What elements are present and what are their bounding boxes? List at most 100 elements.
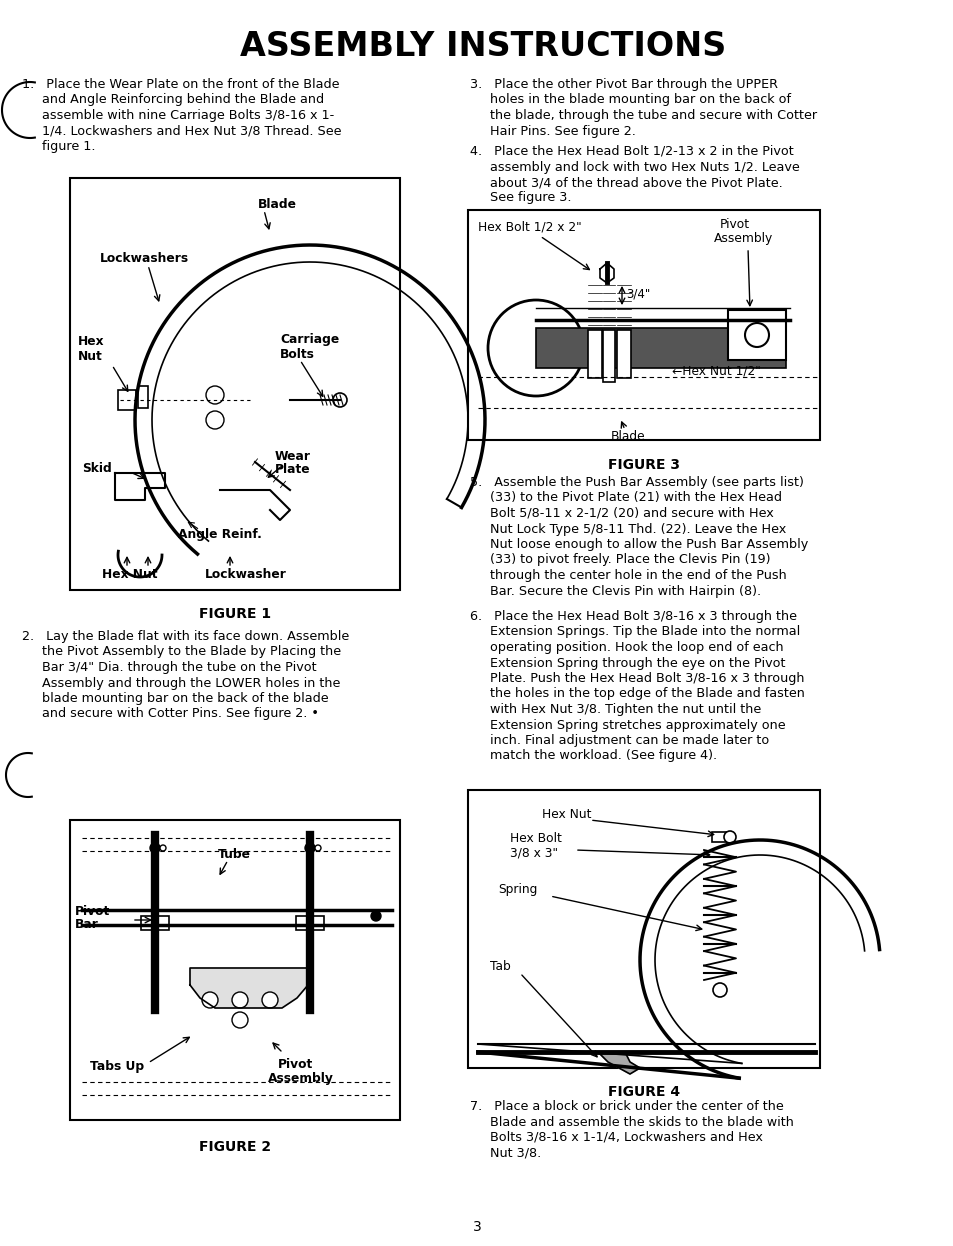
Circle shape (206, 386, 224, 404)
Text: Angle Reinf.: Angle Reinf. (178, 528, 262, 541)
Text: Nut loose enough to allow the Push Bar Assembly: Nut loose enough to allow the Push Bar A… (470, 538, 807, 551)
Text: holes in the blade mounting bar on the back of: holes in the blade mounting bar on the b… (470, 93, 790, 106)
Circle shape (744, 323, 768, 346)
Text: Tabs Up: Tabs Up (90, 1060, 144, 1073)
Text: assemble with nine Carriage Bolts 3/8-16 x 1-: assemble with nine Carriage Bolts 3/8-16… (22, 108, 334, 122)
Bar (536, 328, 785, 368)
Text: with Hex Nut 3/8. Tighten the nut until the: with Hex Nut 3/8. Tighten the nut until … (470, 703, 760, 716)
Circle shape (232, 1012, 248, 1028)
Text: 3: 3 (472, 1220, 481, 1234)
Text: 1.   Place the Wear Plate on the front of the Blade: 1. Place the Wear Plate on the front of … (22, 78, 339, 91)
Circle shape (488, 300, 583, 396)
Text: Blade: Blade (257, 198, 296, 211)
Text: 5.   Assemble the Push Bar Assembly (see parts list): 5. Assemble the Push Bar Assembly (see p… (470, 476, 803, 488)
Text: figure 1.: figure 1. (22, 140, 95, 153)
Text: Nut Lock Type 5/8-11 Thd. (22). Leave the Hex: Nut Lock Type 5/8-11 Thd. (22). Leave th… (470, 522, 785, 536)
Bar (468, 790, 820, 1068)
Text: Tube: Tube (218, 849, 251, 861)
Text: Blade: Blade (610, 430, 644, 444)
Text: Skid: Skid (82, 462, 112, 475)
Text: 7.   Place a block or brick under the center of the: 7. Place a block or brick under the cent… (470, 1100, 783, 1113)
Bar (138, 386, 148, 407)
Circle shape (314, 845, 320, 851)
Text: FIGURE 3: FIGURE 3 (607, 459, 679, 472)
Text: Extension Spring through the eye on the Pivot: Extension Spring through the eye on the … (470, 657, 784, 669)
Circle shape (160, 845, 166, 851)
Text: Plate: Plate (274, 464, 311, 476)
Text: See figure 3.: See figure 3. (470, 192, 571, 204)
Bar (727, 310, 785, 360)
Text: Spring: Spring (497, 883, 537, 896)
Circle shape (305, 844, 314, 854)
Text: 6.   Place the Hex Head Bolt 3/8-16 x 3 through the: 6. Place the Hex Head Bolt 3/8-16 x 3 th… (470, 611, 796, 623)
Text: (33) to pivot freely. Place the Clevis Pin (19): (33) to pivot freely. Place the Clevis P… (470, 553, 770, 567)
Text: 3.   Place the other Pivot Bar through the UPPER: 3. Place the other Pivot Bar through the… (470, 78, 778, 91)
Text: operating position. Hook the loop end of each: operating position. Hook the loop end of… (470, 640, 782, 654)
Text: Wear: Wear (274, 450, 311, 464)
Text: 2.   Lay the Blade flat with its face down. Assemble: 2. Lay the Blade flat with its face down… (22, 630, 349, 643)
Text: about 3/4 of the thread above the Pivot Plate.: about 3/4 of the thread above the Pivot … (470, 176, 781, 189)
Text: 3/4": 3/4" (625, 288, 650, 300)
Text: Bar: Bar (75, 918, 99, 931)
Text: Carriage: Carriage (280, 333, 339, 346)
Text: Assembly and through the LOWER holes in the: Assembly and through the LOWER holes in … (22, 677, 340, 689)
Text: Tab: Tab (490, 959, 510, 973)
Bar (70, 820, 399, 1120)
Text: 4.   Place the Hex Head Bolt 1/2-13 x 2 in the Pivot: 4. Place the Hex Head Bolt 1/2-13 x 2 in… (470, 145, 793, 158)
Text: Pivot: Pivot (720, 218, 749, 231)
Text: Extension Springs. Tip the Blade into the normal: Extension Springs. Tip the Blade into th… (470, 625, 800, 638)
Text: match the workload. (See figure 4).: match the workload. (See figure 4). (470, 750, 717, 763)
Text: blade mounting bar on the back of the blade: blade mounting bar on the back of the bl… (22, 692, 328, 705)
Text: Bolts: Bolts (280, 348, 314, 361)
Polygon shape (599, 263, 614, 283)
Circle shape (232, 992, 248, 1008)
Text: Bolt 5/8-11 x 2-1/2 (20) and secure with Hex: Bolt 5/8-11 x 2-1/2 (20) and secure with… (470, 507, 773, 520)
Text: the Pivot Assembly to the Blade by Placing the: the Pivot Assembly to the Blade by Placi… (22, 645, 341, 658)
Text: and secure with Cotter Pins. See figure 2. •: and secure with Cotter Pins. See figure … (22, 708, 318, 720)
Text: Plate. Push the Hex Head Bolt 3/8-16 x 3 through: Plate. Push the Hex Head Bolt 3/8-16 x 3… (470, 672, 803, 685)
Text: ←Hex Nut 1/2": ←Hex Nut 1/2" (671, 365, 760, 378)
Circle shape (262, 992, 277, 1008)
Bar (587, 330, 601, 378)
Text: FIGURE 2: FIGURE 2 (199, 1140, 271, 1154)
Circle shape (206, 411, 224, 429)
Text: Hex Bolt: Hex Bolt (510, 832, 561, 845)
Bar (602, 330, 615, 383)
Text: 3/8 x 3": 3/8 x 3" (510, 846, 558, 858)
Text: Lockwasher: Lockwasher (205, 568, 287, 581)
Text: Hex Nut: Hex Nut (541, 807, 591, 821)
Text: Pivot: Pivot (75, 905, 111, 918)
Text: the holes in the top edge of the Blade and fasten: the holes in the top edge of the Blade a… (470, 688, 804, 700)
Text: (33) to the Pivot Plate (21) with the Hex Head: (33) to the Pivot Plate (21) with the He… (470, 491, 781, 505)
Text: FIGURE 1: FIGURE 1 (199, 607, 271, 621)
Text: Blade and assemble the skids to the blade with: Blade and assemble the skids to the blad… (470, 1115, 793, 1129)
Circle shape (333, 392, 347, 407)
Circle shape (371, 911, 380, 921)
Polygon shape (190, 968, 308, 1008)
Text: and Angle Reinforcing behind the Blade and: and Angle Reinforcing behind the Blade a… (22, 93, 324, 106)
Text: the blade, through the tube and secure with Cotter: the blade, through the tube and secure w… (470, 108, 817, 122)
Text: Pivot: Pivot (277, 1058, 313, 1072)
Bar (711, 832, 729, 842)
Text: 1/4. Lockwashers and Hex Nut 3/8 Thread. See: 1/4. Lockwashers and Hex Nut 3/8 Thread.… (22, 125, 341, 137)
Bar (141, 916, 169, 930)
Bar (118, 390, 136, 410)
Bar (468, 211, 820, 440)
Text: Bolts 3/8-16 x 1-1/4, Lockwashers and Hex: Bolts 3/8-16 x 1-1/4, Lockwashers and He… (470, 1131, 762, 1144)
Circle shape (202, 992, 218, 1008)
Text: Hex Nut: Hex Nut (102, 568, 157, 581)
Circle shape (723, 831, 735, 844)
Text: Nut: Nut (78, 350, 103, 363)
Bar (536, 328, 785, 368)
Text: assembly and lock with two Hex Nuts 1/2. Leave: assembly and lock with two Hex Nuts 1/2.… (470, 161, 799, 173)
Circle shape (712, 983, 726, 997)
Text: Hex Bolt 1/2 x 2": Hex Bolt 1/2 x 2" (477, 221, 581, 233)
Text: inch. Final adjustment can be made later to: inch. Final adjustment can be made later… (470, 734, 768, 748)
Text: FIGURE 4: FIGURE 4 (607, 1085, 679, 1099)
Circle shape (150, 844, 160, 854)
Bar (617, 330, 630, 378)
Bar (295, 916, 324, 930)
Text: Assembly: Assembly (713, 232, 773, 245)
Text: Bar. Secure the Clevis Pin with Hairpin (8).: Bar. Secure the Clevis Pin with Hairpin … (470, 584, 760, 598)
Text: ASSEMBLY INSTRUCTIONS: ASSEMBLY INSTRUCTIONS (240, 30, 725, 64)
